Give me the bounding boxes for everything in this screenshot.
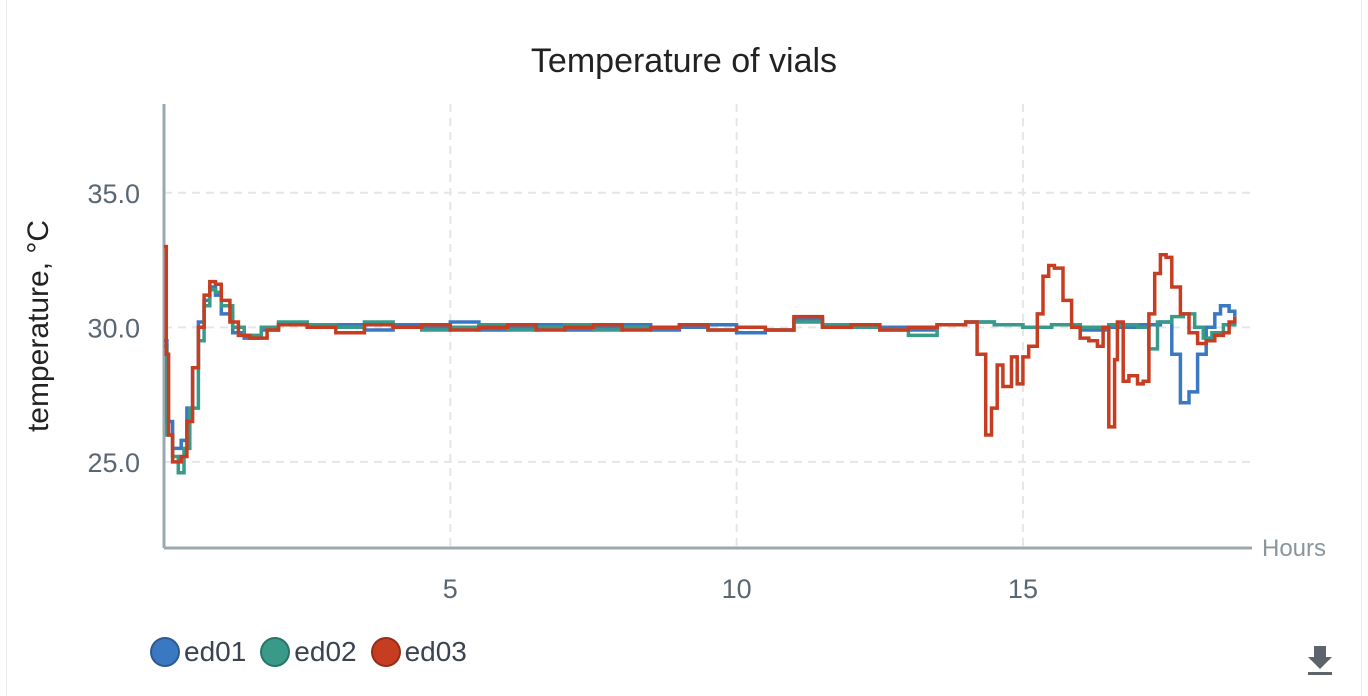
legend-label: ed02 xyxy=(294,636,357,667)
series-line-ed02 xyxy=(164,287,1237,475)
chart-title: Temperature of vials xyxy=(530,42,838,80)
y-tick-label: 30.0 xyxy=(87,313,140,343)
legend-swatch xyxy=(370,637,401,667)
legend-label: ed03 xyxy=(404,636,467,667)
series-lines xyxy=(164,244,1237,475)
x-tick-label: 15 xyxy=(1008,574,1038,604)
axes: Hours temperature, °C xyxy=(22,104,1326,562)
y-axis-title: temperature, °C xyxy=(22,220,55,432)
y-tick-label: 25.0 xyxy=(87,448,140,478)
grid-lines xyxy=(164,104,1252,548)
legend: ed01 ed02 ed03 xyxy=(150,636,467,668)
download-button[interactable] xyxy=(1300,640,1340,680)
x-axis-unit-label: Hours xyxy=(1262,535,1326,562)
series-line-ed01 xyxy=(164,285,1237,451)
series-line-ed03 xyxy=(164,244,1237,464)
legend-item-ed02[interactable]: ed02 xyxy=(260,636,357,668)
legend-swatch xyxy=(150,637,180,667)
x-tick-label: 5 xyxy=(443,574,458,604)
legend-item-ed01[interactable]: ed01 xyxy=(150,636,246,668)
legend-item-ed03[interactable]: ed03 xyxy=(370,636,467,668)
download-icon xyxy=(1308,646,1332,675)
x-tick-label: 10 xyxy=(722,574,752,604)
tick-labels: 25.0 30.0 35.0 5 10 15 xyxy=(87,179,1038,604)
y-tick-label: 35.0 xyxy=(87,179,140,209)
legend-swatch xyxy=(260,637,291,667)
chart-card xyxy=(6,0,1362,696)
legend-label: ed01 xyxy=(184,636,247,667)
